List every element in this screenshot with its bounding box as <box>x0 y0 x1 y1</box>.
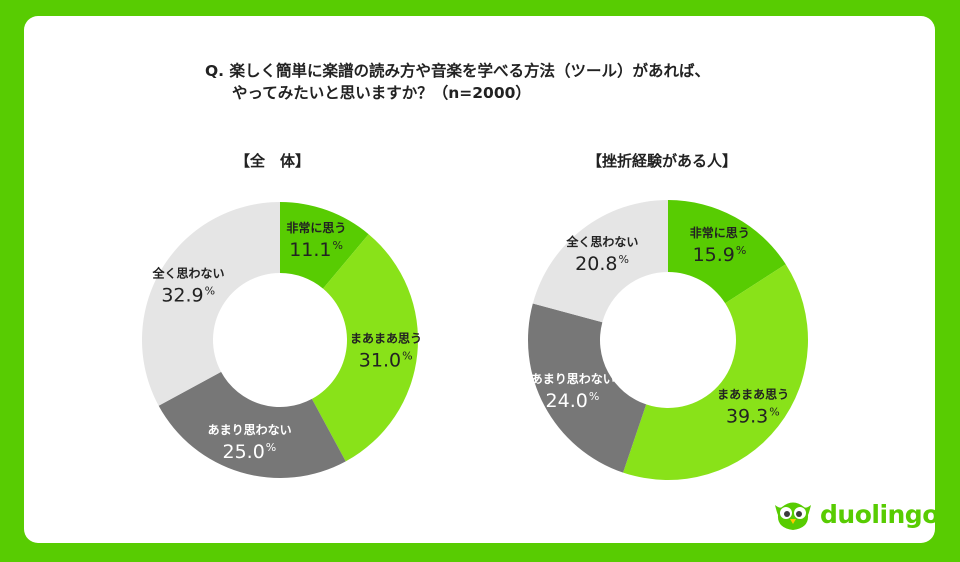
category-label-setback-somewhat: まあまあ思う <box>717 387 789 401</box>
question-line-2: やってみたいと思いますか？（n=2000） <box>232 84 531 102</box>
unit-label-all-very-much: % <box>333 239 343 252</box>
slice-setback-somewhat <box>623 264 809 481</box>
slice-setback-not-much <box>527 303 647 473</box>
slice-setback-not-at-all <box>532 200 668 323</box>
slice-setback-very-much <box>668 199 786 304</box>
category-label-all-somewhat: まあまあ思う <box>350 332 422 346</box>
category-label-setback-not-at-all: 全く思わない <box>565 234 638 249</box>
unit-label-all-somewhat: % <box>402 350 412 363</box>
slice-all-not-much <box>158 371 346 479</box>
category-label-all-not-much: あまり思わない <box>208 423 292 437</box>
slice-all-somewhat <box>311 234 418 462</box>
unit-label-setback-not-much: % <box>589 390 599 403</box>
unit-label-setback-very-much: % <box>736 244 746 257</box>
question-line-1: Q. 楽しく簡単に楽譜の読み方や音楽を学べる方法（ツール）があれば、 <box>205 62 710 80</box>
category-label-all-not-at-all: 全く思わない <box>151 265 224 280</box>
brand-name: duolingo <box>820 499 939 529</box>
owl-icon <box>775 502 811 530</box>
value-label-all-very-much: 11.1 <box>289 239 331 261</box>
unit-label-all-not-at-all: % <box>205 284 215 297</box>
brand-logo: duolingo <box>772 496 939 532</box>
chart-title-setback: 【挫折経験がある人】 <box>587 152 738 170</box>
slice-all-not-at-all <box>141 202 280 406</box>
value-label-setback-not-at-all: 20.8 <box>575 253 617 275</box>
category-label-setback-very-much: 非常に思う <box>690 225 750 240</box>
category-label-all-very-much: 非常に思う <box>286 220 346 235</box>
value-label-all-not-much: 25.0 <box>222 441 264 463</box>
unit-label-setback-somewhat: % <box>769 405 779 418</box>
question-block: Q. 楽しく簡単に楽譜の読み方や音楽を学べる方法（ツール）があれば、 やってみた… <box>205 60 710 104</box>
value-label-setback-somewhat: 39.3 <box>726 405 768 427</box>
unit-label-all-not-much: % <box>266 441 276 454</box>
unit-label-setback-not-at-all: % <box>618 253 628 266</box>
value-label-setback-very-much: 15.9 <box>693 244 735 266</box>
category-label-setback-not-much: あまり思わない <box>531 372 615 386</box>
value-label-all-somewhat: 31.0 <box>359 350 401 372</box>
slice-all-very-much <box>280 202 369 289</box>
value-label-all-not-at-all: 32.9 <box>161 284 203 306</box>
chart-title-all: 【全 体】 <box>235 152 311 170</box>
value-label-setback-not-much: 24.0 <box>546 390 588 412</box>
